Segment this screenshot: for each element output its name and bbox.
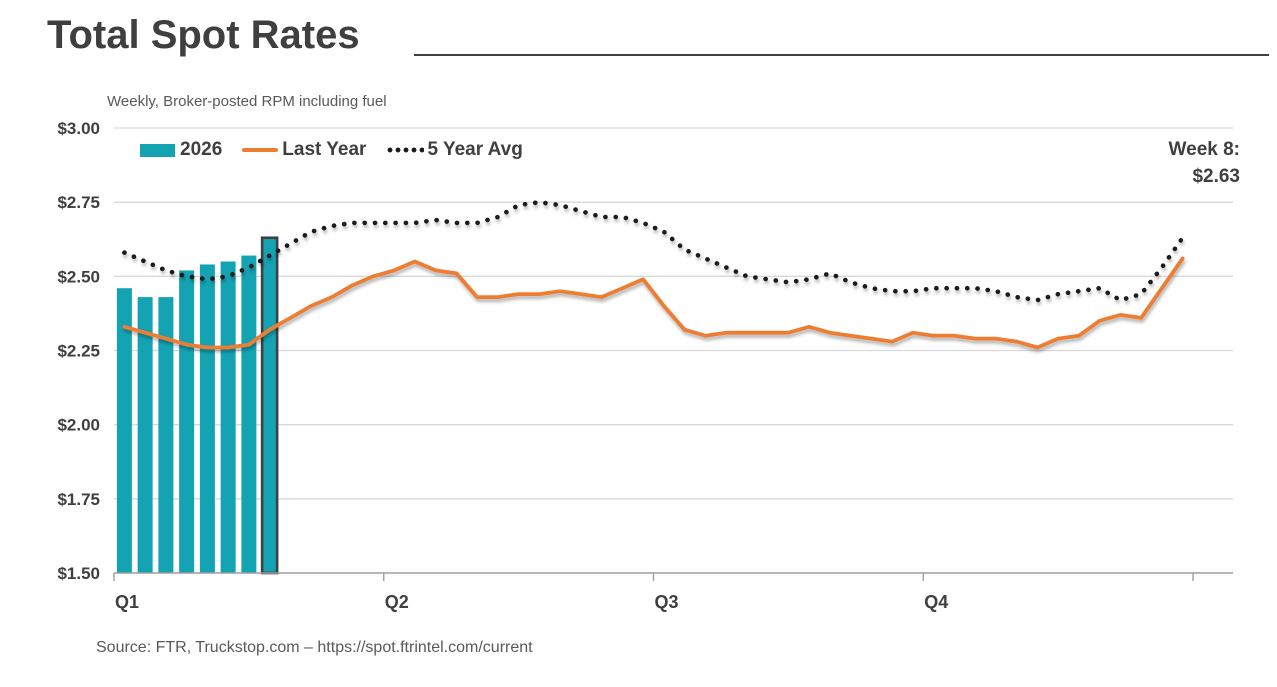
gridlines [114, 127, 1233, 500]
last-year-line [122, 256, 1185, 350]
x-axis: Q1 Q2 Q3 Q4 [113, 572, 1233, 612]
legend-item-5-year-avg: 5 Year Avg [386, 139, 523, 161]
x-tick-label-q4: Q4 [924, 592, 948, 612]
chart-legend: 2026 Last Year 5 Year Avg [140, 139, 523, 161]
legend-dots-swatch-icon [386, 147, 425, 153]
five-year-avg-line [122, 199, 1185, 303]
bars-2026 [116, 236, 279, 575]
legend-label-last-year: Last Year [282, 139, 367, 160]
bar-2026-week-6 [220, 261, 236, 573]
title-underline [414, 54, 1269, 56]
week8-callout-line1: Week 8: [1168, 139, 1240, 160]
x-tick-label-q1: Q1 [115, 592, 139, 612]
bar-2026-week-7 [241, 255, 257, 574]
legend-bar-swatch-icon [140, 143, 175, 157]
bar-2026-week-3 [158, 297, 174, 573]
bar-2026-week-5 [199, 264, 215, 573]
legend-item-last-year: Last Year [242, 139, 366, 161]
legend-label-2026: 2026 [180, 139, 223, 160]
legend-line-swatch-icon [242, 148, 279, 152]
week8-callout: Week 8: $2.63 [1169, 136, 1240, 190]
y-axis-labels: $3.00 $2.75 $2.50 $2.25 $2.00 $1.75 $1.50 [57, 119, 100, 583]
legend-label-5-year-avg: 5 Year Avg [427, 139, 523, 160]
y-tick-label: $2.50 [57, 267, 100, 286]
page-title: Total Spot Rates [47, 13, 360, 57]
bar-2026-week-4 [179, 270, 195, 573]
source-note: Source: FTR, Truckstop.com – https://spo… [96, 639, 533, 656]
chart-subtitle: Weekly, Broker-posted RPM including fuel [107, 93, 387, 110]
legend-item-2026: 2026 [140, 139, 222, 161]
x-tick-label-q2: Q2 [385, 592, 409, 612]
y-tick-label: $2.75 [57, 193, 100, 212]
x-tick-label-q3: Q3 [655, 592, 679, 612]
y-tick-label: $1.50 [57, 564, 100, 583]
bar-2026-week-1 [116, 288, 132, 573]
y-tick-label: $3.00 [57, 119, 100, 138]
week8-callout-line2: $2.63 [1192, 166, 1240, 187]
bar-2026-week-2 [137, 297, 153, 573]
y-tick-label: $2.25 [57, 342, 100, 361]
bar-2026-week-8-highlighted [260, 236, 279, 575]
y-tick-label: $2.00 [57, 416, 100, 435]
y-tick-label: $1.75 [57, 490, 100, 509]
